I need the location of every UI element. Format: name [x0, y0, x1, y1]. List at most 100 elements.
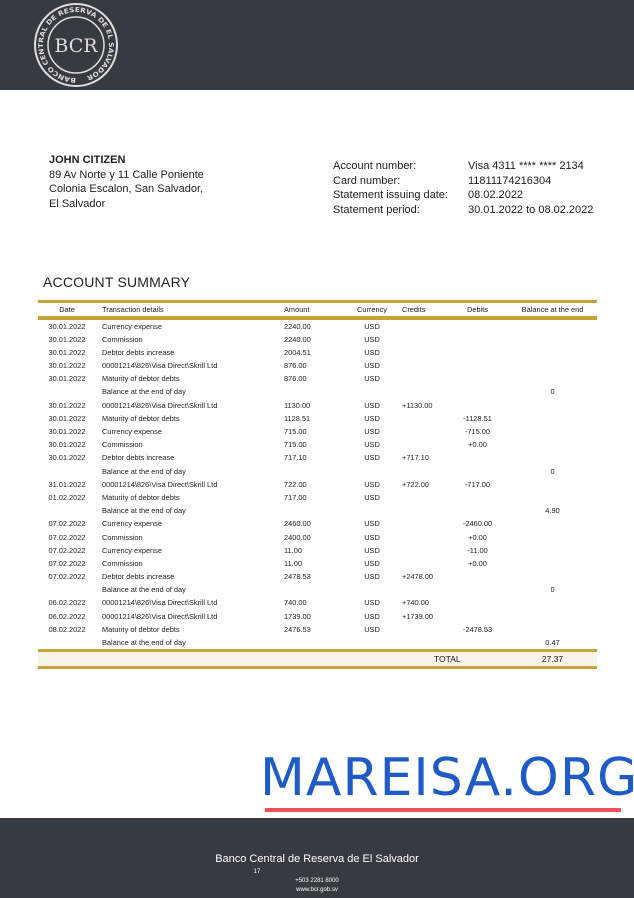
cell-balance: 0	[550, 585, 555, 595]
cell-amount: 715.00	[284, 427, 307, 436]
cell-currency: USD	[364, 532, 380, 542]
cell-date: 07.02.2022	[48, 519, 86, 529]
table-row: 30.01.2022 Maturity of debtor debts 876.00…	[38, 372, 597, 385]
table-header: Date Transaction details Amount Currency Cre…	[38, 303, 597, 316]
cell-date: 30.01.2022	[48, 361, 86, 371]
table-row: 07.02.2022 Debtor debts increase 2478.53 US…	[38, 570, 597, 583]
cell-details: Currency expense	[102, 427, 162, 436]
cell-credits: +1739.00	[402, 611, 434, 621]
account-label: Statement issuing date:	[333, 189, 448, 201]
cell-details: Debtor debts increase	[102, 347, 175, 357]
cell-currency: USD	[364, 361, 380, 371]
table-row: 07.02.2022 Commission 11.00 USD +0.00	[38, 557, 597, 570]
cell-currency: USD	[364, 558, 380, 568]
table-row: Balance at the end of day 0	[38, 465, 597, 478]
account-value: Visa 4311 **** **** 2134	[468, 160, 584, 172]
cell-debits: +0.00	[468, 558, 487, 568]
footer-website[interactable]: www.bcr.gob.sv	[296, 887, 338, 893]
table-row: Balance at the end of day 4.90	[38, 504, 597, 517]
cell-currency: USD	[364, 347, 380, 357]
footer-address: 17	[253, 869, 261, 875]
cell-details: 00001214\826\Visa Direct\Skrill Ltd	[102, 598, 218, 608]
cell-currency: USD	[364, 334, 380, 344]
table-row: 08.02.2022 Maturity of debtor debts 2476.5…	[38, 623, 597, 636]
cell-balance: 0.47	[545, 638, 560, 647]
table-row: 06.02.2022 00001214\826\Visa Direct\Skril…	[38, 596, 597, 609]
table-row: Balance at the end of day 0	[38, 583, 597, 596]
cell-currency: USD	[364, 624, 380, 634]
table-row: 30.01.2022 Currency expense 715.00 USD -715.…	[38, 425, 597, 438]
cell-date: 30.01.2022	[48, 334, 86, 344]
cell-date: 07.02.2022	[48, 558, 86, 568]
account-row: Card number: 11811174216304	[333, 174, 593, 189]
cell-details: 00001214\826\Visa Direct\Skrill Ltd	[102, 361, 218, 371]
table-row: Balance at the end of day 0.47	[38, 636, 597, 649]
cell-details: 00001214\826\Visa Direct\Skrill Ltd	[102, 400, 218, 410]
cell-details: Currency expense	[102, 545, 162, 555]
table-row: 30.01.2022 Commission 715.00 USD +0.00	[38, 438, 597, 451]
cell-debits: -2478.53	[462, 624, 493, 634]
cell-currency: USD	[364, 374, 380, 384]
account-info: Account number: Visa 4311 **** **** 2134 C…	[333, 159, 593, 217]
cell-date: 30.01.2022	[48, 440, 86, 450]
cell-amount: 740.00	[284, 598, 307, 608]
cell-debits: +0.00	[468, 440, 487, 450]
cell-debits: -2460.00	[462, 519, 493, 529]
cell-amount: 1130.00	[284, 400, 311, 410]
cell-amount: 876.00	[284, 361, 307, 371]
cell-amount: 715.00	[284, 440, 307, 450]
account-value: 08.02.2022	[468, 189, 524, 201]
cell-amount: 717.10	[284, 453, 307, 463]
cell-details: 00001214\826\Visa Direct\Skrill Ltd	[102, 479, 218, 489]
cell-details: Debtor debts increase	[102, 572, 175, 582]
cell-date: 01.02.2022	[48, 492, 86, 502]
cell-currency: USD	[364, 545, 380, 555]
table-row: 07.02.2022 Currency expense 2460.00 USD -246…	[38, 517, 597, 530]
total-value: 27.37	[541, 654, 564, 665]
column-header-currency: Currency	[357, 305, 387, 314]
cell-credits: +740.00	[402, 598, 429, 608]
cell-balance: 0	[550, 466, 555, 476]
cell-details: Balance at the end of day	[102, 466, 186, 476]
cell-details: Commission	[102, 532, 143, 542]
account-label: Account number:	[333, 160, 417, 172]
column-header-balance: Balance at the end	[521, 305, 584, 314]
watermark: MAREISA.ORG	[260, 748, 634, 808]
cell-currency: USD	[364, 598, 380, 608]
cell-date: 07.02.2022	[48, 572, 86, 582]
table-row: 07.02.2022 Currency expense 11.00 USD -11.00	[38, 544, 597, 557]
section-title: ACCOUNT SUMMARY	[43, 274, 191, 290]
transactions-table: Date Transaction details Amount Currency Cre…	[38, 300, 597, 670]
cell-amount: 11.00	[284, 545, 302, 555]
account-label: Card number:	[333, 174, 401, 187]
account-label: Statement period:	[333, 203, 420, 216]
cell-amount: 2240.00	[284, 334, 311, 344]
cell-debits: -11.00	[467, 545, 488, 555]
cell-amount: 2004.51	[284, 347, 311, 357]
cell-details: Currency expense	[102, 321, 162, 331]
svg-text:BCR: BCR	[54, 35, 98, 57]
cell-date: 06.02.2022	[48, 611, 86, 621]
cell-details: Commission	[102, 334, 143, 344]
cell-amount: 876.00	[284, 374, 307, 384]
cell-debits: +0.00	[468, 532, 487, 542]
cell-balance: 0	[550, 387, 555, 397]
footer-phone: +503 2281 8000	[295, 878, 339, 884]
customer-block: JOHN CITIZEN 89 Av Norte y 11 Calle Poni…	[49, 153, 204, 211]
account-value: 30.01.2022 to 08.02.2022	[468, 203, 594, 216]
table-row: 30.01.2022 Debtor debts increase 717.10 USD…	[38, 451, 597, 464]
cell-credits: +717.10	[402, 453, 429, 463]
cell-details: Balance at the end of day	[102, 585, 186, 595]
cell-amount: 2476.53	[284, 624, 311, 634]
account-row: Statement issuing date: 08.02.2022	[333, 188, 593, 203]
account-row: Statement period: 30.01.2022 to 08.02.202…	[333, 203, 593, 218]
cell-details: Debtor debts increase	[102, 453, 175, 463]
cell-details: 00001214\826\Visa Direct\Skrill Ltd	[102, 611, 218, 621]
watermark-underline	[265, 808, 621, 812]
column-header-credits: Credits	[402, 305, 426, 314]
cell-currency: USD	[364, 519, 380, 529]
table-row: 07.02.2022 Commission 2400.00 USD +0.00	[38, 531, 597, 544]
cell-debits: -715.00	[464, 427, 491, 436]
address-line: 89 Av Norte y 11 Calle Poniente	[49, 168, 204, 181]
cell-debits: -717.00	[464, 479, 491, 489]
